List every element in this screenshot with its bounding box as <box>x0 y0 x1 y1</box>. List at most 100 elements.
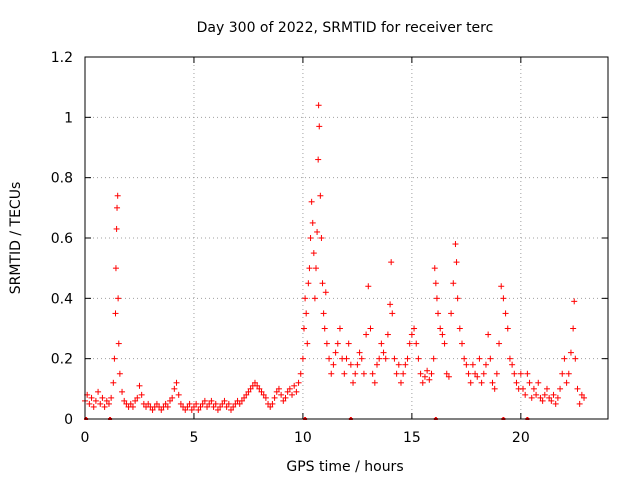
data-point <box>408 331 415 338</box>
data-point <box>241 394 248 401</box>
data-point <box>134 394 141 401</box>
data-point <box>278 391 285 398</box>
data-point <box>571 298 578 305</box>
data-point <box>411 325 418 332</box>
data-point <box>478 379 485 386</box>
data-point <box>210 403 217 410</box>
data-point <box>322 289 329 296</box>
data-point <box>417 370 424 377</box>
data-point <box>530 385 537 392</box>
data-point <box>293 388 300 395</box>
data-point <box>145 400 152 407</box>
data-point <box>550 391 557 398</box>
data-point <box>432 280 439 287</box>
data-point <box>419 379 426 386</box>
data-point <box>535 379 542 386</box>
data-point <box>315 156 322 163</box>
data-point <box>367 325 374 332</box>
data-point <box>97 400 104 407</box>
data-point <box>112 310 119 317</box>
data-point <box>404 355 411 362</box>
data-point <box>491 385 498 392</box>
data-point <box>319 280 326 287</box>
y-tick-label: 0.4 <box>51 291 73 307</box>
data-point <box>92 397 99 404</box>
data-point <box>195 406 202 413</box>
data-point <box>374 361 381 368</box>
data-point <box>345 340 352 347</box>
data-point <box>280 397 287 404</box>
data-point <box>426 376 433 383</box>
data-point <box>382 355 389 362</box>
data-point <box>271 394 278 401</box>
data-point <box>406 340 413 347</box>
data-point <box>387 301 394 308</box>
data-point <box>219 400 226 407</box>
data-point <box>378 340 385 347</box>
data-point <box>520 385 527 392</box>
data-point <box>561 355 568 362</box>
data-point <box>153 400 160 407</box>
data-point <box>548 397 555 404</box>
data-point <box>115 295 122 302</box>
data-point <box>389 310 396 317</box>
data-point <box>269 400 276 407</box>
data-point <box>115 340 122 347</box>
data-point <box>173 379 180 386</box>
data-point <box>578 391 585 398</box>
data-point <box>437 325 444 332</box>
data-point <box>400 370 407 377</box>
data-point <box>472 370 479 377</box>
data-point <box>304 340 311 347</box>
data-point <box>431 265 438 272</box>
data-point <box>114 192 121 199</box>
data-point <box>206 400 213 407</box>
data-point <box>384 331 391 338</box>
data-point <box>197 403 204 410</box>
data-point <box>541 391 548 398</box>
data-point <box>284 388 291 395</box>
data-point <box>397 379 404 386</box>
data-point <box>138 391 145 398</box>
data-point <box>312 265 319 272</box>
data-point <box>186 400 193 407</box>
data-point <box>509 361 516 368</box>
data-point <box>506 355 513 362</box>
data-point <box>289 391 296 398</box>
data-point <box>402 361 409 368</box>
y-tick-label: 0.2 <box>51 352 73 368</box>
data-point <box>461 355 468 362</box>
data-point <box>214 406 221 413</box>
data-point <box>428 370 435 377</box>
data-point <box>110 379 117 386</box>
data-point <box>439 331 446 338</box>
data-point <box>267 403 274 410</box>
data-point <box>574 385 581 392</box>
data-point <box>111 355 118 362</box>
data-point <box>260 391 267 398</box>
data-point <box>297 370 304 377</box>
data-point <box>435 310 442 317</box>
data-point <box>567 349 574 356</box>
data-point <box>309 219 316 226</box>
data-point <box>114 204 121 211</box>
data-point <box>581 394 588 401</box>
data-point <box>251 379 258 386</box>
data-point <box>443 370 450 377</box>
data-point <box>236 400 243 407</box>
data-point <box>352 370 359 377</box>
data-point <box>511 370 518 377</box>
data-point <box>546 394 553 401</box>
data-point <box>112 265 119 272</box>
data-point <box>273 388 280 395</box>
data-point <box>328 370 335 377</box>
data-point <box>166 397 173 404</box>
data-point <box>175 391 182 398</box>
data-point <box>537 394 544 401</box>
y-tick-label: 1 <box>64 110 73 126</box>
data-point <box>347 361 354 368</box>
x-tick-label: 0 <box>81 430 90 446</box>
data-point <box>498 283 505 290</box>
